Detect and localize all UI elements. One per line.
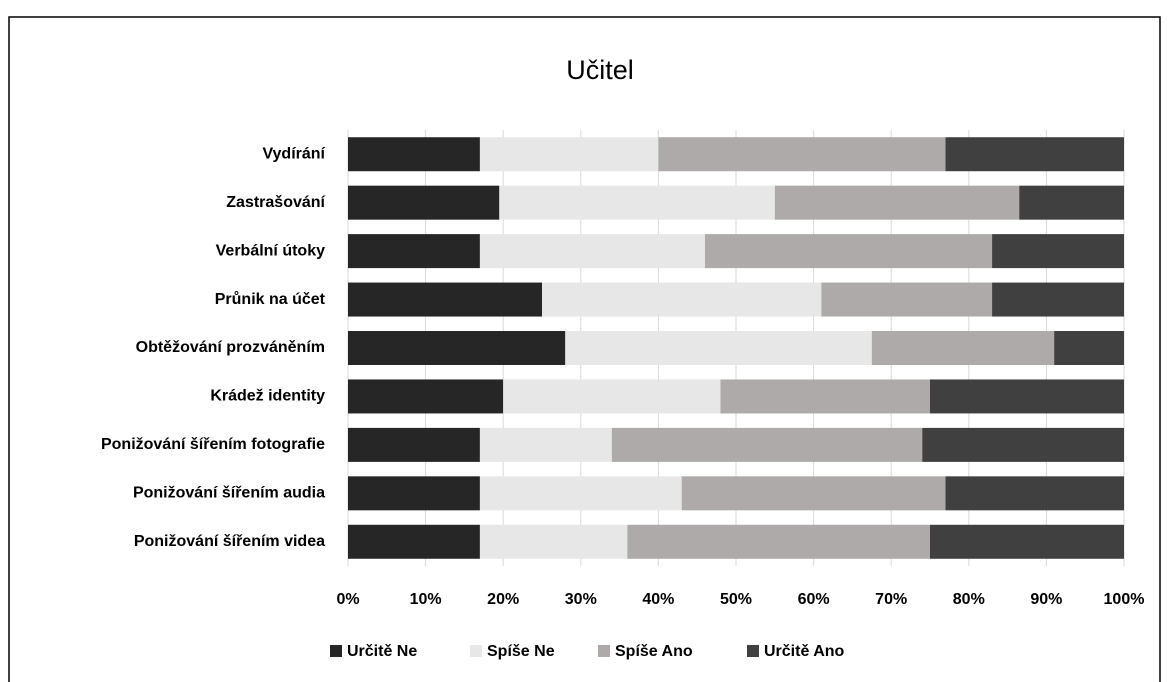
bar-segment <box>945 137 1124 172</box>
bar-segment <box>348 282 542 317</box>
y-tick-label: Ponižování šířením audia <box>133 485 325 502</box>
bar-segment <box>704 234 993 269</box>
bar-segment <box>871 331 1055 365</box>
x-tick-label: 0% <box>336 591 359 608</box>
y-tick-label: Zastrašování <box>226 194 325 211</box>
bar-segment <box>479 524 628 559</box>
bar-segment <box>992 234 1124 269</box>
legend-label: Určitě Ne <box>347 643 417 660</box>
y-tick-label: Ponižování šířením fotografie <box>101 436 325 453</box>
bar-segment <box>681 476 946 511</box>
bar-segment <box>348 427 480 462</box>
bar-segment <box>479 137 659 172</box>
legend-label: Spíše Ano <box>615 643 693 660</box>
x-tick-label: 100% <box>1104 591 1145 608</box>
bar-segment <box>627 524 930 559</box>
bar-segment <box>930 379 1124 414</box>
bar-segment <box>348 234 480 269</box>
legend-swatch <box>598 645 610 657</box>
y-tick-label: Průnik na účet <box>215 291 326 308</box>
y-tick-label: Ponižování šířením videa <box>134 533 325 550</box>
bar-segment <box>658 137 946 172</box>
x-tick-label: 30% <box>565 591 597 608</box>
bar-segment <box>348 524 480 559</box>
bar-segment <box>992 282 1124 317</box>
bar-segment <box>821 282 993 317</box>
legend-label: Spíše Ne <box>487 643 555 660</box>
bar-segment <box>945 476 1124 511</box>
bar-segment <box>720 379 930 414</box>
bar-segment <box>348 379 504 414</box>
x-tick-label: 90% <box>1030 591 1062 608</box>
x-tick-label: 60% <box>798 591 830 608</box>
legend-swatch <box>330 645 342 657</box>
x-tick-label: 20% <box>487 591 519 608</box>
x-tick-label: 70% <box>875 591 907 608</box>
y-tick-label: Obtěžování prozváněním <box>136 339 325 356</box>
bar-segment <box>565 331 872 365</box>
bar-segment <box>1019 185 1124 220</box>
x-tick-label: 40% <box>642 591 674 608</box>
bar-segment <box>348 331 566 365</box>
bar-segment <box>922 427 1124 462</box>
bar-segment <box>479 234 705 269</box>
bar-segment <box>774 185 1020 220</box>
bar-segment <box>503 379 721 414</box>
y-tick-label: Vydírání <box>262 145 325 162</box>
y-tick-label: Verbální útoky <box>216 242 325 259</box>
bar-segment <box>348 185 500 220</box>
x-tick-label: 50% <box>720 591 752 608</box>
legend-swatch <box>747 645 759 657</box>
bar-segment <box>348 476 480 511</box>
chart-title: Učitel <box>566 55 634 85</box>
bar-segment <box>611 427 923 462</box>
bar-segment <box>542 282 822 317</box>
bar-segment <box>479 427 612 462</box>
legend-label: Určitě Ano <box>764 643 845 660</box>
legend-swatch <box>470 645 482 657</box>
bar-segment <box>348 137 480 172</box>
bar-segment <box>499 185 775 220</box>
bar-segment <box>1054 331 1124 365</box>
y-tick-label: Krádež identity <box>210 388 325 405</box>
x-tick-label: 10% <box>410 591 442 608</box>
bar-segment <box>930 524 1124 559</box>
x-tick-label: 80% <box>953 591 985 608</box>
bar-segment <box>479 476 682 511</box>
